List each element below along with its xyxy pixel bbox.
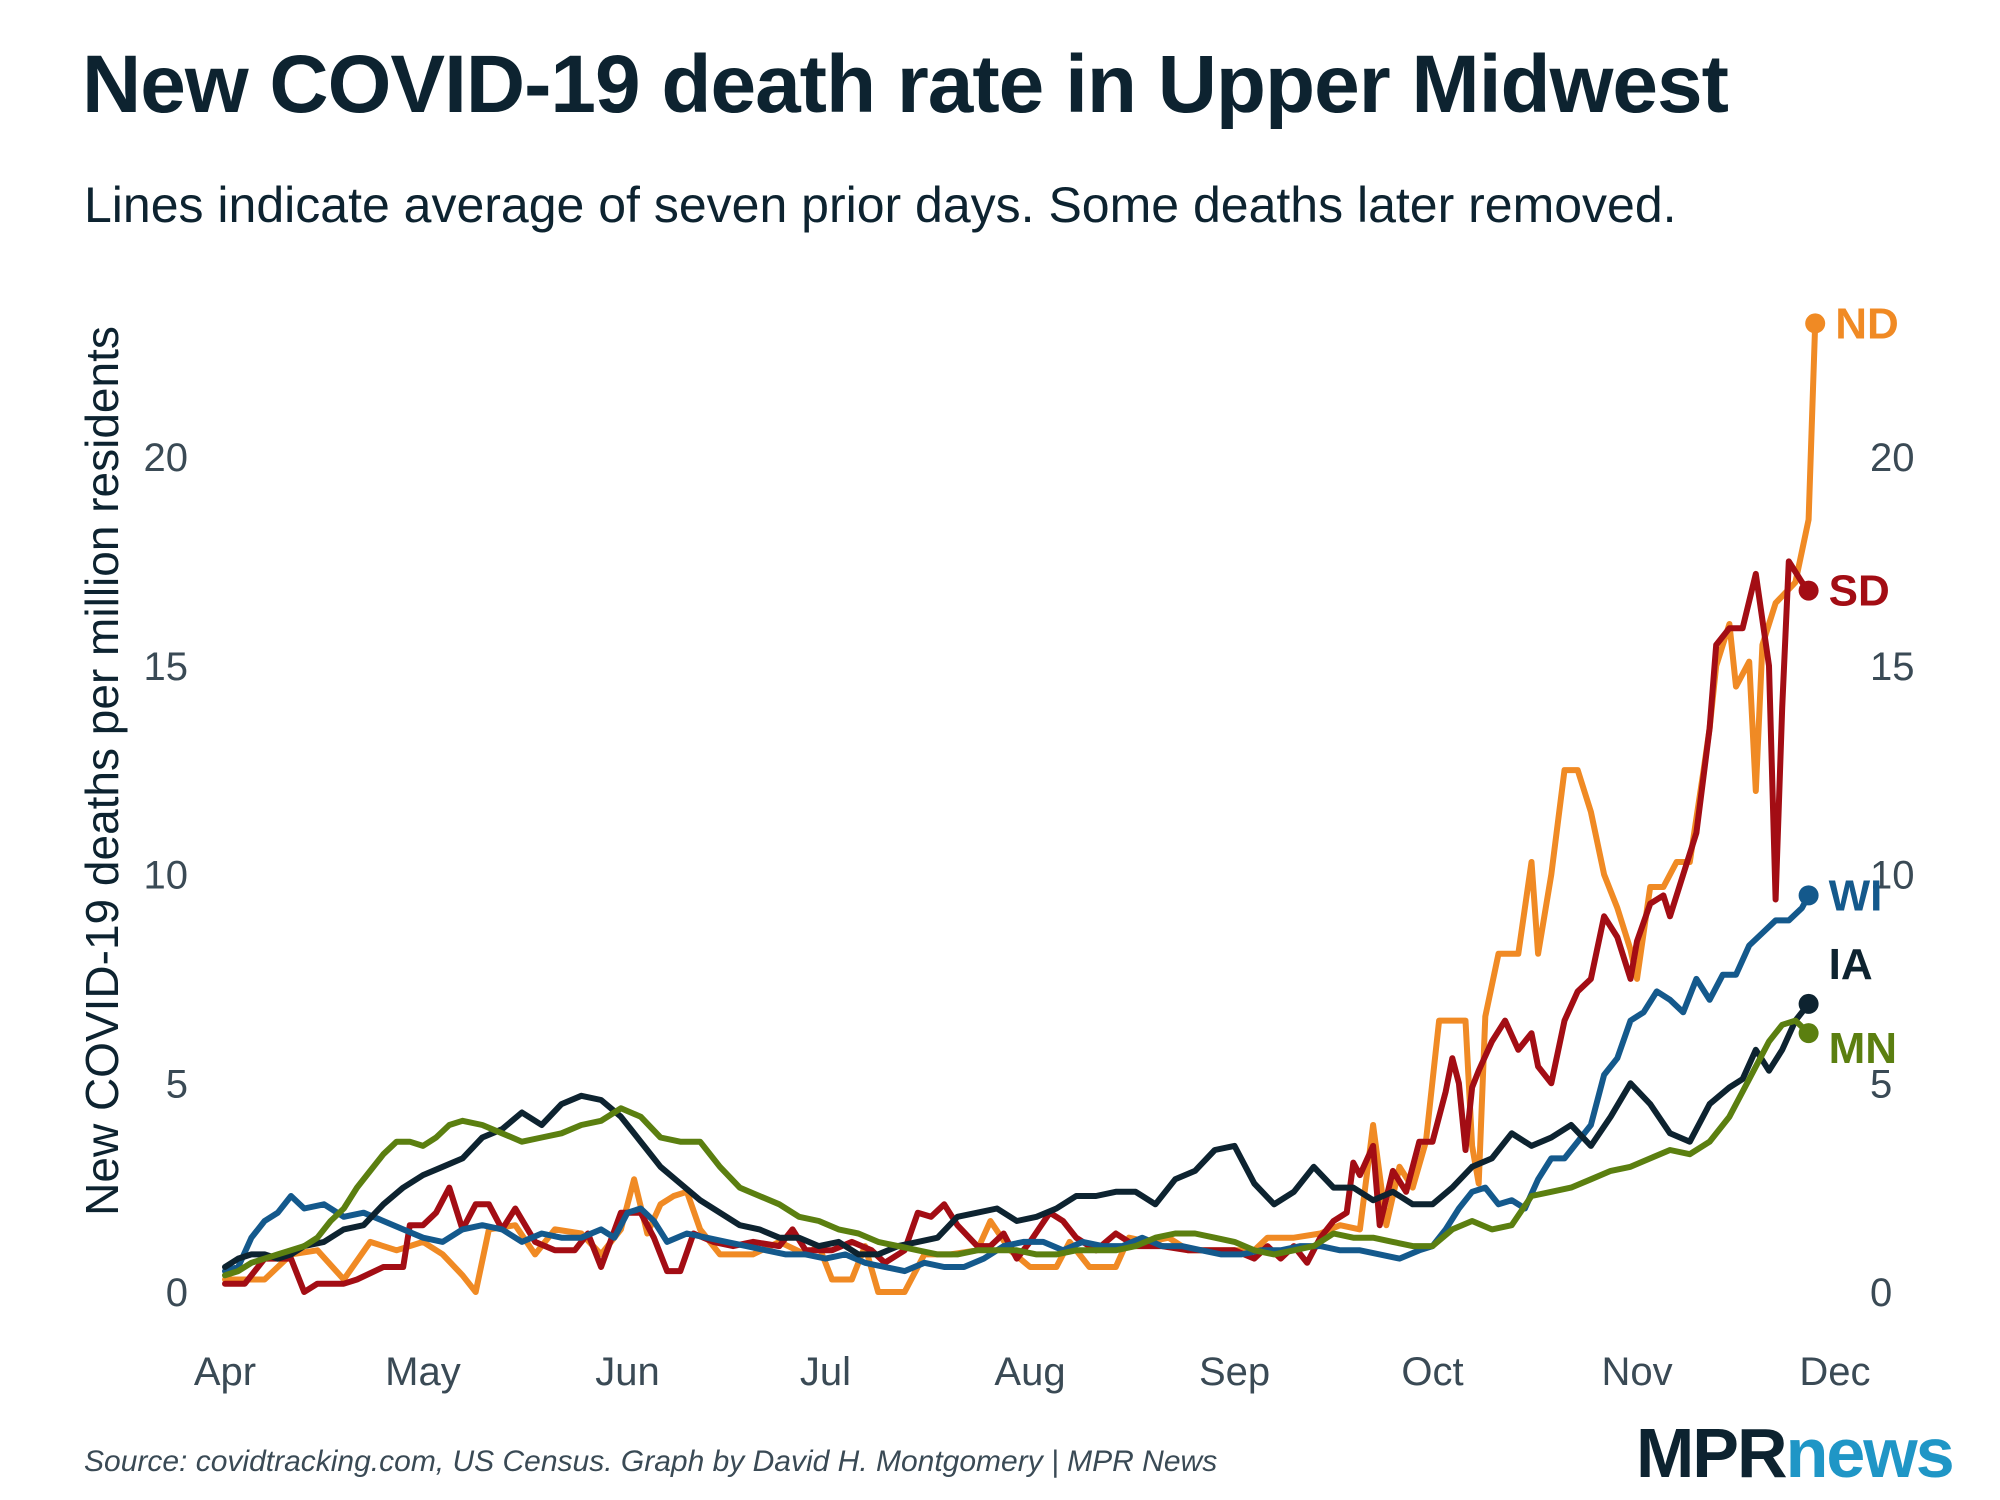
chart-subtitle: Lines indicate average of seven prior da… <box>84 177 1677 233</box>
y-tick-label-right: 0 <box>1870 1271 1892 1315</box>
y-tick-label-left: 0 <box>166 1271 188 1315</box>
series-end-marker-sd <box>1798 580 1819 601</box>
series-end-marker-ia <box>1798 993 1819 1014</box>
y-tick-label-right: 10 <box>1870 854 1915 898</box>
x-tick-label: Oct <box>1401 1350 1463 1394</box>
series-label-wi: WI <box>1829 871 1883 920</box>
series-label-nd: ND <box>1835 299 1899 348</box>
x-tick-label: Sep <box>1199 1350 1270 1394</box>
x-tick-label: Jul <box>800 1350 851 1394</box>
y-axis-label: New COVID-19 deaths per million resident… <box>76 326 128 1216</box>
y-tick-label-right: 20 <box>1870 436 1915 480</box>
series-line-ia <box>222 1000 1812 1270</box>
y-tick-label-right: 5 <box>1870 1062 1892 1106</box>
chart-title: New COVID-19 death rate in Upper Midwest <box>82 39 1729 130</box>
logo-news-text: news <box>1785 1414 1955 1492</box>
series-labels-group: ND SD WI IA MN <box>1798 299 1899 1073</box>
series-end-marker-nd <box>1805 313 1826 334</box>
series-line-sd <box>222 558 1812 1295</box>
series-label-sd: SD <box>1829 567 1890 616</box>
y-tick-label-left: 10 <box>144 854 189 898</box>
series-label-ia: IA <box>1829 940 1873 989</box>
y-tick-label-left: 5 <box>166 1062 188 1106</box>
series-lines-group <box>222 320 1819 1295</box>
source-note: Source: covidtracking.com, US Census. Gr… <box>84 1445 1218 1478</box>
x-tick-label: Jun <box>595 1350 660 1394</box>
series-label-mn: MN <box>1829 1024 1897 1073</box>
x-tick-label: May <box>385 1350 461 1394</box>
axes-group: 0 0 5 5 10 10 15 15 20 20 Apr May Jun Jul Aug Sep Oct Nov… <box>76 326 1915 1394</box>
y-tick-label-left: 20 <box>144 436 189 480</box>
y-tick-label-right: 15 <box>1870 645 1915 689</box>
y-tick-label-left: 15 <box>144 645 189 689</box>
x-tick-label: Aug <box>994 1350 1065 1394</box>
series-line-mn <box>222 1017 1812 1279</box>
x-tick-label: Apr <box>194 1350 256 1394</box>
logo-mpr-text: MPR <box>1636 1414 1788 1492</box>
x-tick-label: Dec <box>1799 1350 1870 1394</box>
series-end-marker-mn <box>1798 1023 1819 1044</box>
mpr-news-logo: MPRnews <box>1636 1418 1955 1488</box>
series-line-wi <box>222 892 1812 1275</box>
x-tick-label: Nov <box>1601 1350 1672 1394</box>
series-end-marker-wi <box>1798 885 1819 906</box>
